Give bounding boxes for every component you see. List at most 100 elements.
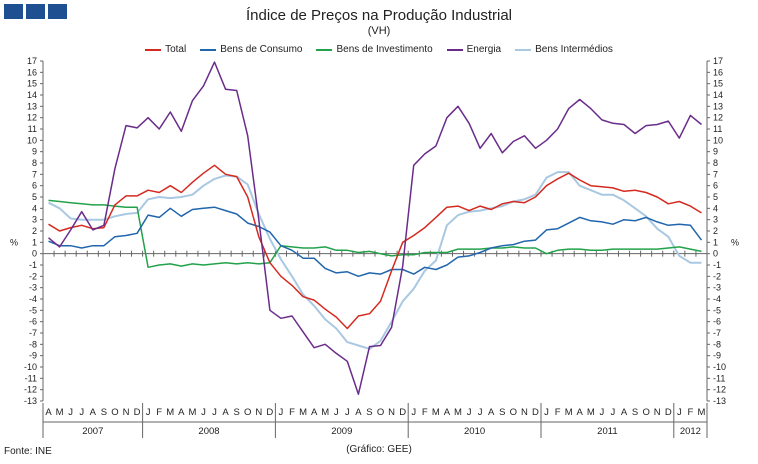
y-axis-unit-right: %: [731, 237, 739, 247]
legend-label-bens-de-investimento: Bens de Investimento: [336, 44, 433, 55]
legend-swatch-energia: [446, 48, 463, 51]
y-tick-label-left: 1: [32, 237, 37, 247]
month-label: M: [299, 407, 307, 418]
month-label: A: [222, 407, 229, 418]
y-tick-label-right: -13: [713, 396, 726, 406]
month-label: N: [521, 407, 528, 418]
y-tick-label-right: 10: [713, 135, 723, 145]
y-tick-label-right: -7: [713, 328, 721, 338]
month-label: M: [166, 407, 174, 418]
y-tick-label-left: 7: [32, 169, 37, 179]
logo-square-3: [48, 4, 67, 19]
month-label: M: [698, 407, 706, 418]
y-tick-label-left: 4: [32, 203, 37, 213]
month-label: J: [212, 407, 217, 418]
chart-title: Índice de Preços na Produção Industrial: [246, 7, 512, 24]
y-tick-label-left: 13: [27, 101, 37, 111]
month-label: N: [654, 407, 661, 418]
y-tick-label-left: -9: [29, 351, 37, 361]
legend-label-bens-intermedios: Bens Intermédios: [535, 44, 613, 55]
month-label: M: [188, 407, 196, 418]
month-label: N: [255, 407, 262, 418]
month-label: S: [499, 407, 505, 418]
month-label: O: [642, 407, 649, 418]
month-label: A: [90, 407, 97, 418]
y-tick-label-right: 8: [713, 158, 718, 168]
month-label: F: [555, 407, 561, 418]
y-tick-label-right: 5: [713, 192, 718, 202]
year-label: 2009: [331, 426, 352, 437]
month-label: J: [79, 407, 84, 418]
month-label: O: [377, 407, 384, 418]
y-tick-label-right: 17: [713, 56, 723, 66]
y-tick-label-left: 3: [32, 215, 37, 225]
month-label: S: [101, 407, 107, 418]
y-tick-label-left: 10: [27, 135, 37, 145]
series-line-total: [48, 164, 702, 330]
month-label: J: [345, 407, 350, 418]
series-line-bens-intermédios: [48, 171, 702, 350]
series-line-energia: [48, 61, 702, 395]
y-tick-label-left: 5: [32, 192, 37, 202]
month-label: M: [587, 407, 595, 418]
y-tick-label-right: 9: [713, 147, 718, 157]
source-note: Fonte: INE: [4, 446, 52, 457]
y-tick-label-right: -5: [713, 305, 721, 315]
y-tick-label-right: 6: [713, 181, 718, 191]
month-label: S: [233, 407, 239, 418]
month-label: J: [467, 407, 472, 418]
month-label: M: [454, 407, 462, 418]
y-tick-label-left: -3: [29, 283, 37, 293]
month-label: J: [677, 407, 682, 418]
month-label: A: [577, 407, 584, 418]
y-tick-label-left: -10: [24, 362, 37, 372]
month-label: F: [422, 407, 428, 418]
y-tick-label-left: -6: [29, 317, 37, 327]
y-tick-label-left: 0: [32, 249, 37, 259]
month-label: N: [123, 407, 130, 418]
y-tick-label-right: 0: [713, 249, 718, 259]
y-tick-label-left: 6: [32, 181, 37, 191]
y-tick-label-left: 8: [32, 158, 37, 168]
chart-subtitle: (VH): [367, 25, 391, 37]
month-label: S: [632, 407, 638, 418]
y-tick-label-left: 11: [28, 124, 37, 134]
month-label: M: [565, 407, 573, 418]
month-label: O: [244, 407, 251, 418]
series-line-bens-de-investimento: [48, 199, 702, 269]
logo-square-1: [4, 4, 23, 19]
y-tick-label-right: -4: [713, 294, 721, 304]
month-label: D: [134, 407, 141, 418]
month-label: D: [532, 407, 539, 418]
month-label: M: [321, 407, 329, 418]
y-tick-label-right: -12: [713, 385, 726, 395]
y-tick-label-left: 15: [27, 79, 37, 89]
y-tick-label-left: -2: [29, 271, 37, 281]
y-tick-label-right: 13: [713, 101, 723, 111]
year-label: 2010: [464, 426, 485, 437]
y-tick-label-right: 14: [713, 90, 723, 100]
y-tick-label-left: -11: [25, 373, 37, 383]
legend-swatch-bens-de-investimento: [316, 48, 333, 51]
y-tick-label-left: -5: [29, 305, 37, 315]
month-label: J: [544, 407, 549, 418]
legend-item-bens-intermedios: Bens Intermédios: [515, 44, 613, 55]
legend-item-bens-de-investimento: Bens de Investimento: [316, 44, 433, 55]
credit-note: (Gráfico: GEE): [346, 444, 412, 455]
y-tick-label-right: 11: [713, 124, 722, 134]
y-tick-label-left: 14: [27, 90, 37, 100]
month-label: S: [366, 407, 372, 418]
month-label: M: [56, 407, 64, 418]
y-tick-label-right: 7: [713, 169, 718, 179]
y-tick-label-left: 9: [32, 147, 37, 157]
month-label: O: [111, 407, 118, 418]
month-label: J: [146, 407, 151, 418]
legend-label-energia: Energia: [466, 44, 502, 55]
month-label: M: [432, 407, 440, 418]
legend-label-bens-de-consumo: Bens de Consumo: [220, 44, 303, 55]
month-label: A: [178, 407, 185, 418]
month-label: D: [399, 407, 406, 418]
y-tick-label-right: 3: [713, 215, 718, 225]
y-tick-label-left: 12: [27, 113, 37, 123]
